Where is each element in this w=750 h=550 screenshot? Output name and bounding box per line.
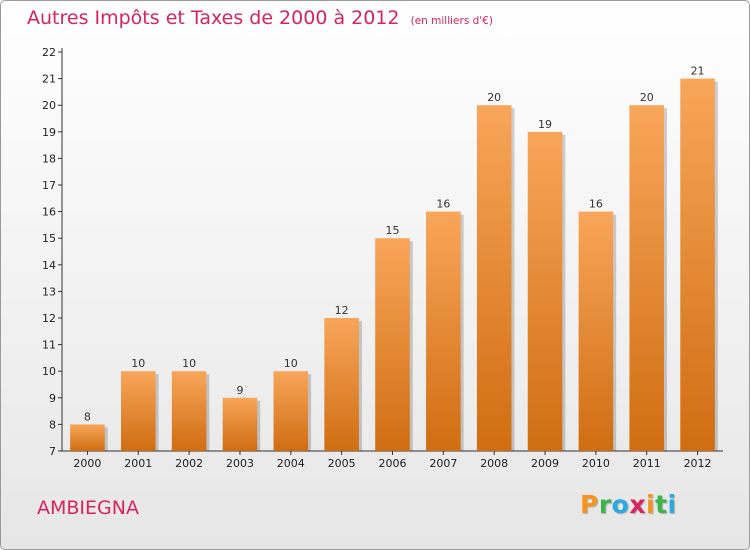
y-tick-label: 16 [42, 206, 56, 219]
data-label: 21 [691, 65, 705, 78]
logo-letter: i [646, 490, 656, 519]
x-tick-label: 2001 [124, 457, 152, 470]
bar [426, 211, 461, 451]
logo-letter: i [667, 490, 677, 519]
bar [70, 424, 105, 451]
y-tick-label: 7 [49, 445, 56, 458]
bar [171, 371, 207, 451]
bar [476, 105, 512, 451]
bar [527, 131, 563, 452]
bar [578, 211, 614, 451]
data-label: 19 [538, 118, 552, 131]
data-label: 15 [386, 224, 400, 237]
bar [222, 397, 258, 451]
y-tick-label: 11 [42, 339, 56, 352]
chart-subtitle: (en milliers d'€) [410, 15, 493, 27]
bar [375, 238, 410, 451]
x-tick-label: 2011 [633, 457, 661, 470]
y-tick-label: 12 [42, 312, 56, 325]
x-tick-label: 2002 [175, 457, 203, 470]
data-label: 10 [284, 357, 298, 370]
x-tick-label: 2008 [480, 457, 508, 470]
logo-letter: o [611, 490, 630, 519]
x-tick-label: 2010 [582, 457, 610, 470]
y-tick-label: 22 [42, 46, 56, 59]
x-tick-label: 2012 [684, 457, 712, 470]
y-tick-label: 8 [49, 418, 56, 431]
x-tick-label: 2000 [73, 457, 101, 470]
data-label: 10 [131, 357, 145, 370]
data-label: 9 [236, 384, 243, 397]
x-tick-label: 2006 [379, 457, 407, 470]
y-tick-label: 9 [49, 392, 56, 405]
y-tick-label: 21 [42, 73, 56, 86]
commune-name: AMBIEGNA [37, 497, 139, 519]
x-tick-label: 2009 [531, 457, 559, 470]
y-tick-label: 20 [42, 99, 56, 112]
x-tick-label: 2004 [277, 457, 305, 470]
bar [273, 371, 309, 451]
proxiti-logo: Proxiti [580, 490, 677, 519]
logo-letter: t [655, 490, 668, 519]
y-tick-label: 19 [42, 126, 56, 139]
chart-title-group: Autres Impôts et Taxes de 2000 à 2012 (e… [27, 7, 493, 29]
bar [120, 371, 156, 451]
data-label: 16 [589, 198, 603, 211]
data-label: 10 [182, 357, 196, 370]
y-tick-label: 17 [42, 179, 56, 192]
y-tick-label: 15 [42, 232, 56, 245]
y-tick-label: 10 [42, 365, 56, 378]
y-tick-label: 18 [42, 152, 56, 165]
x-tick-label: 2007 [429, 457, 457, 470]
x-tick-label: 2003 [226, 457, 254, 470]
y-tick-label: 13 [42, 285, 56, 298]
data-label: 16 [436, 198, 450, 211]
logo-letter: P [580, 490, 599, 519]
chart-title: Autres Impôts et Taxes de 2000 à 2012 [27, 7, 400, 29]
bar [629, 105, 665, 451]
data-label: 8 [84, 410, 91, 423]
logo-letter: x [629, 490, 646, 519]
data-label: 20 [487, 91, 501, 104]
bar [680, 78, 715, 451]
data-label: 20 [640, 91, 654, 104]
logo-letter: r [598, 490, 612, 519]
bar [324, 318, 359, 451]
y-tick-label: 14 [42, 259, 56, 272]
data-label: 12 [335, 304, 349, 317]
x-tick-label: 2005 [328, 457, 356, 470]
